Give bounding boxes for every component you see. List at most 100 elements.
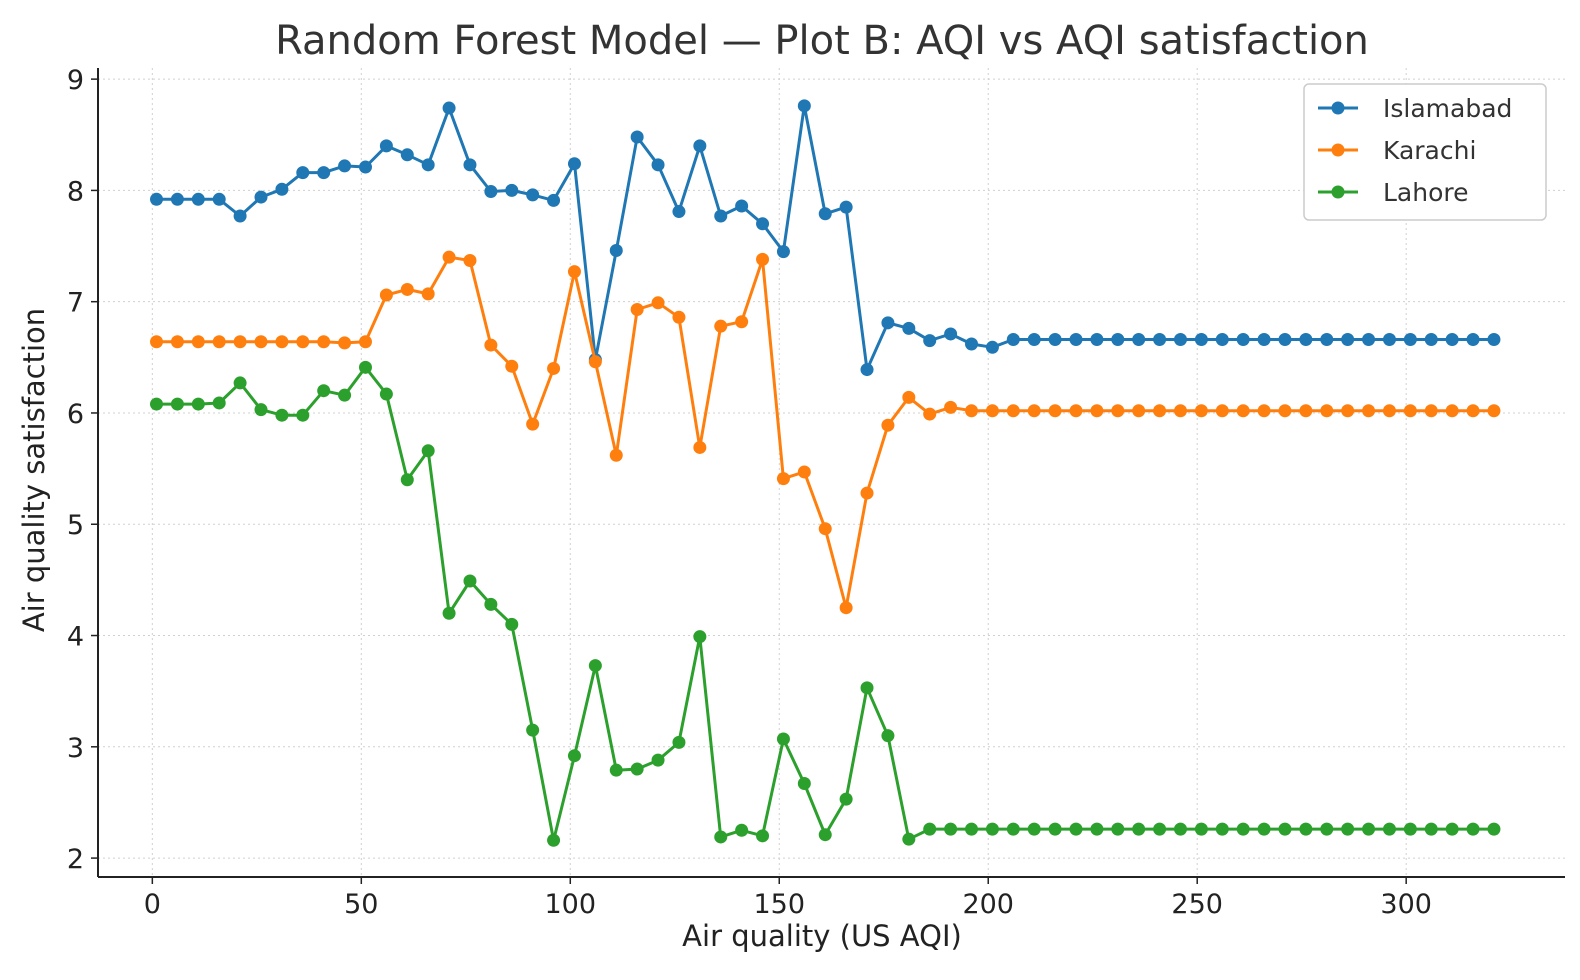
- data-point-karachi: [1027, 404, 1041, 418]
- data-point-islamabad: [630, 130, 644, 144]
- data-point-karachi: [191, 335, 205, 349]
- data-point-karachi: [567, 265, 581, 279]
- data-point-islamabad: [484, 185, 498, 199]
- data-point-lahore: [1445, 822, 1459, 836]
- data-point-karachi: [547, 361, 561, 375]
- data-point-karachi: [254, 335, 268, 349]
- y-tick-label: 3: [67, 733, 84, 764]
- data-point-islamabad: [547, 193, 561, 207]
- data-point-karachi: [400, 282, 414, 296]
- data-point-karachi: [505, 359, 519, 373]
- data-point-karachi: [818, 522, 832, 536]
- data-point-lahore: [463, 574, 477, 588]
- y-tick-label: 2: [67, 844, 84, 875]
- y-tick-label: 9: [67, 65, 84, 96]
- data-point-karachi: [1090, 404, 1104, 418]
- data-point-lahore: [338, 388, 352, 402]
- data-point-lahore: [191, 397, 205, 411]
- data-point-karachi: [1424, 404, 1438, 418]
- data-point-islamabad: [839, 200, 853, 214]
- data-point-lahore: [839, 792, 853, 806]
- data-point-islamabad: [923, 334, 937, 348]
- x-tick-label: 250: [1171, 889, 1223, 920]
- data-point-islamabad: [860, 363, 874, 377]
- legend-label-islamabad: Islamabad: [1383, 94, 1512, 123]
- data-point-islamabad: [233, 209, 247, 223]
- data-point-islamabad: [150, 192, 164, 206]
- data-point-lahore: [797, 777, 811, 791]
- data-point-islamabad: [421, 158, 435, 172]
- data-point-lahore: [275, 408, 289, 422]
- data-point-islamabad: [797, 99, 811, 113]
- data-point-lahore: [651, 753, 665, 767]
- series-karachi: [150, 250, 1501, 615]
- data-point-islamabad: [400, 148, 414, 162]
- y-ticks: 2 3 4 5 6 7 8 9: [67, 65, 98, 875]
- data-point-karachi: [693, 440, 707, 454]
- data-point-islamabad: [985, 340, 999, 354]
- data-point-karachi: [923, 407, 937, 421]
- data-point-karachi: [1466, 404, 1480, 418]
- data-point-islamabad: [505, 183, 519, 197]
- data-point-islamabad: [1487, 333, 1501, 347]
- data-point-islamabad: [1403, 333, 1417, 347]
- data-point-islamabad: [442, 101, 456, 115]
- data-point-lahore: [965, 822, 979, 836]
- data-point-lahore: [588, 659, 602, 673]
- data-point-karachi: [212, 335, 226, 349]
- legend-marker-karachi: [1331, 143, 1345, 157]
- data-point-islamabad: [609, 243, 623, 257]
- legend-marker-lahore: [1331, 185, 1345, 199]
- data-point-karachi: [1299, 404, 1313, 418]
- data-point-lahore: [881, 729, 895, 743]
- legend-marker-islamabad: [1331, 101, 1345, 115]
- data-point-karachi: [484, 338, 498, 352]
- data-point-karachi: [1236, 404, 1250, 418]
- y-axis-label: Air quality satisfaction: [17, 308, 51, 632]
- series-line-islamabad: [156, 104, 1494, 372]
- data-point-islamabad: [1341, 333, 1355, 347]
- legend-label-karachi: Karachi: [1383, 136, 1476, 165]
- data-point-islamabad: [1006, 333, 1020, 347]
- data-point-lahore: [505, 617, 519, 631]
- data-point-islamabad: [944, 327, 958, 341]
- data-point-lahore: [1299, 822, 1313, 836]
- data-point-karachi: [1341, 404, 1355, 418]
- data-point-karachi: [526, 417, 540, 431]
- data-point-lahore: [379, 387, 393, 401]
- data-point-islamabad: [1257, 333, 1271, 347]
- x-ticks: 0 50 100 150 200 250 300: [144, 877, 1432, 920]
- data-point-lahore: [818, 828, 832, 842]
- data-point-islamabad: [254, 190, 268, 204]
- data-point-karachi: [1487, 404, 1501, 418]
- data-point-islamabad: [1173, 333, 1187, 347]
- data-point-lahore: [150, 397, 164, 411]
- data-point-karachi: [421, 287, 435, 301]
- data-point-islamabad: [693, 139, 707, 153]
- axes: [97, 68, 1565, 878]
- data-point-islamabad: [1466, 333, 1480, 347]
- data-point-karachi: [651, 296, 665, 310]
- y-tick-label: 7: [67, 288, 84, 319]
- data-point-karachi: [1278, 404, 1292, 418]
- series-line-karachi: [156, 255, 1494, 610]
- data-point-lahore: [923, 822, 937, 836]
- data-point-islamabad: [881, 316, 895, 330]
- data-point-lahore: [170, 397, 184, 411]
- data-point-islamabad: [1048, 333, 1062, 347]
- data-point-islamabad: [1069, 333, 1083, 347]
- data-point-lahore: [776, 732, 790, 746]
- data-point-karachi: [170, 335, 184, 349]
- data-point-karachi: [1153, 404, 1167, 418]
- data-point-lahore: [860, 681, 874, 695]
- data-point-islamabad: [1445, 333, 1459, 347]
- data-point-karachi: [1194, 404, 1208, 418]
- data-point-islamabad: [818, 207, 832, 221]
- data-point-karachi: [296, 335, 310, 349]
- x-tick-label: 300: [1380, 889, 1432, 920]
- data-point-lahore: [609, 763, 623, 777]
- data-point-karachi: [338, 336, 352, 350]
- data-point-lahore: [317, 384, 331, 398]
- data-point-lahore: [484, 597, 498, 611]
